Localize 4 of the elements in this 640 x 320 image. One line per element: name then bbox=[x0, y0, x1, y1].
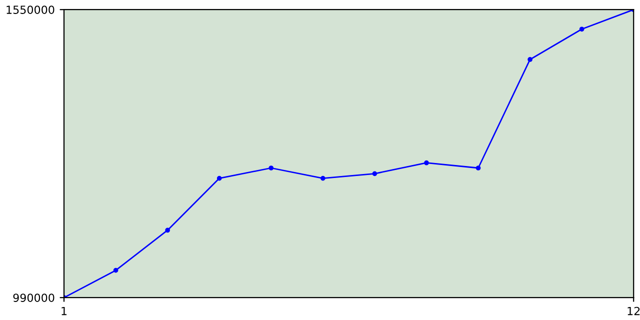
y-tick-label: 990000 bbox=[13, 294, 54, 302]
x-tick-label: 12 bbox=[628, 306, 640, 316]
x-tick-label: 1 bbox=[62, 306, 67, 316]
y-tick-label: 1550000 bbox=[6, 6, 54, 14]
